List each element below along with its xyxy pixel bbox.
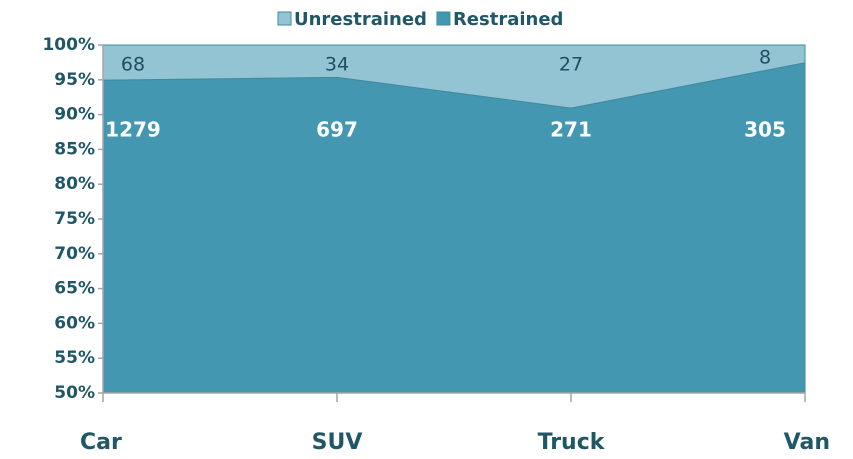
area: [102, 44, 806, 109]
x-tick-label: Truck: [538, 430, 606, 455]
y-tick-label: 55%: [54, 348, 95, 368]
x-tick-label: SUV: [312, 430, 363, 455]
legend-label: Restrained: [453, 9, 564, 30]
y-tick-label: 75%: [54, 209, 95, 229]
y-tick-label: 60%: [54, 313, 95, 333]
y-tick-label: 85%: [54, 139, 95, 159]
data-label: 271: [550, 118, 592, 142]
data-label: 68: [121, 54, 145, 76]
y-tick-label: 50%: [54, 383, 95, 403]
data-label: 697: [316, 118, 358, 142]
y-tick-label: 95%: [54, 70, 95, 90]
data-label: 34: [325, 54, 349, 76]
legend-swatch: [277, 11, 292, 26]
x-tick-label: Van: [784, 430, 830, 455]
data-label: 1279: [105, 118, 161, 142]
y-tick-label: 65%: [54, 279, 95, 299]
data-label: 8: [759, 47, 771, 69]
legend-swatch: [436, 11, 451, 26]
y-tick-label: 80%: [54, 174, 95, 194]
y-tick-label: 70%: [54, 244, 95, 264]
y-tick-label: 100%: [42, 35, 95, 55]
x-tick-label: Car: [80, 430, 122, 455]
data-label: 305: [744, 118, 786, 142]
area: [102, 62, 806, 394]
data-label: 27: [559, 54, 583, 76]
legend-label: Unrestrained: [294, 9, 427, 30]
y-tick-label: 90%: [54, 105, 95, 125]
